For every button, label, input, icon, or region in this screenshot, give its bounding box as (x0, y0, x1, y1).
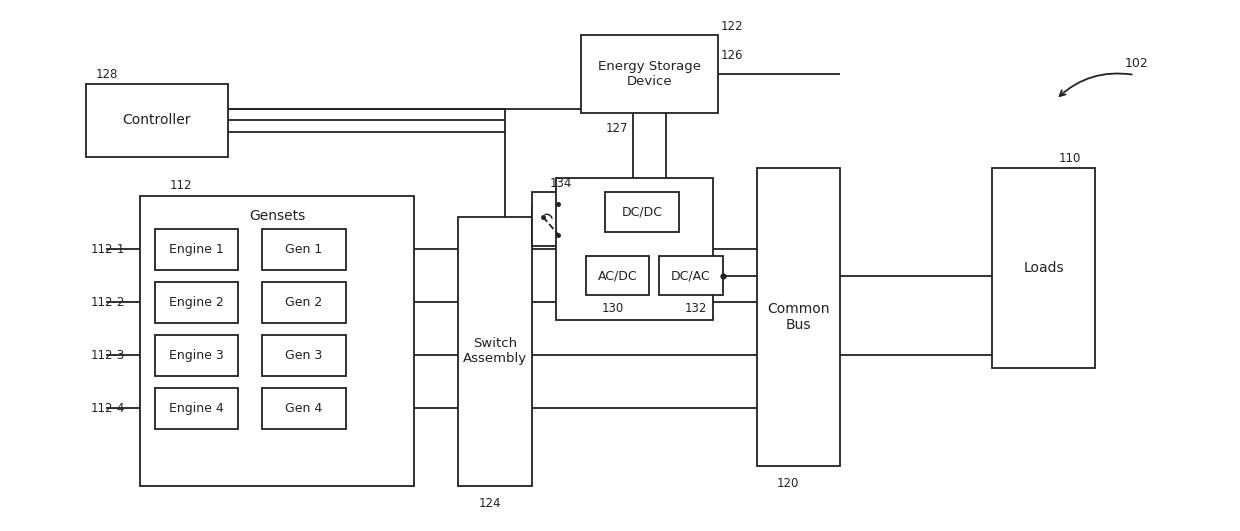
Bar (155, 335, 238, 376)
Bar (263, 388, 346, 429)
Bar (155, 229, 238, 270)
Text: 127: 127 (605, 122, 627, 135)
Text: 126: 126 (720, 49, 744, 62)
Text: Gensets: Gensets (249, 209, 305, 223)
Text: 110: 110 (1059, 152, 1081, 165)
Bar (263, 281, 346, 323)
Text: 120: 120 (776, 477, 799, 491)
Bar (605, 193, 678, 232)
Text: 132: 132 (684, 302, 707, 315)
Text: 124: 124 (479, 497, 501, 510)
Text: 112-1: 112-1 (91, 243, 125, 256)
Text: Controller: Controller (123, 114, 191, 127)
Bar (155, 281, 238, 323)
Text: 128: 128 (95, 68, 118, 81)
Text: 112: 112 (169, 178, 192, 192)
Bar (532, 193, 575, 246)
Text: Engine 2: Engine 2 (169, 296, 223, 309)
Text: 112-2: 112-2 (91, 296, 125, 309)
Bar (557, 178, 713, 320)
Text: 130: 130 (601, 302, 624, 315)
Text: 112-3: 112-3 (91, 349, 125, 362)
Bar (459, 217, 532, 485)
Text: Engine 3: Engine 3 (169, 349, 223, 362)
Text: Gen 3: Gen 3 (285, 349, 322, 362)
Bar (263, 229, 346, 270)
Text: DC/DC: DC/DC (621, 205, 662, 219)
Bar (140, 196, 414, 485)
Text: Engine 1: Engine 1 (169, 243, 223, 256)
Text: DC/AC: DC/AC (671, 269, 711, 282)
Text: Energy Storage
Device: Energy Storage Device (598, 60, 701, 88)
Bar (758, 168, 841, 466)
Bar (580, 35, 718, 113)
Bar (263, 335, 346, 376)
Text: 112-4: 112-4 (91, 401, 125, 415)
Text: Gen 2: Gen 2 (285, 296, 322, 309)
Text: AC/DC: AC/DC (598, 269, 637, 282)
Text: 122: 122 (720, 20, 744, 33)
Bar (660, 256, 723, 295)
Text: 102: 102 (1125, 57, 1148, 70)
Bar (86, 84, 228, 157)
Text: Engine 4: Engine 4 (169, 401, 223, 415)
Bar (585, 256, 650, 295)
Text: 134: 134 (549, 176, 572, 190)
Text: Loads: Loads (1023, 261, 1064, 275)
Text: Switch
Assembly: Switch Assembly (463, 337, 527, 365)
Text: Gen 1: Gen 1 (285, 243, 322, 256)
Bar (155, 388, 238, 429)
Bar (992, 168, 1095, 368)
Text: Gen 4: Gen 4 (285, 401, 322, 415)
Text: Common
Bus: Common Bus (768, 302, 830, 332)
